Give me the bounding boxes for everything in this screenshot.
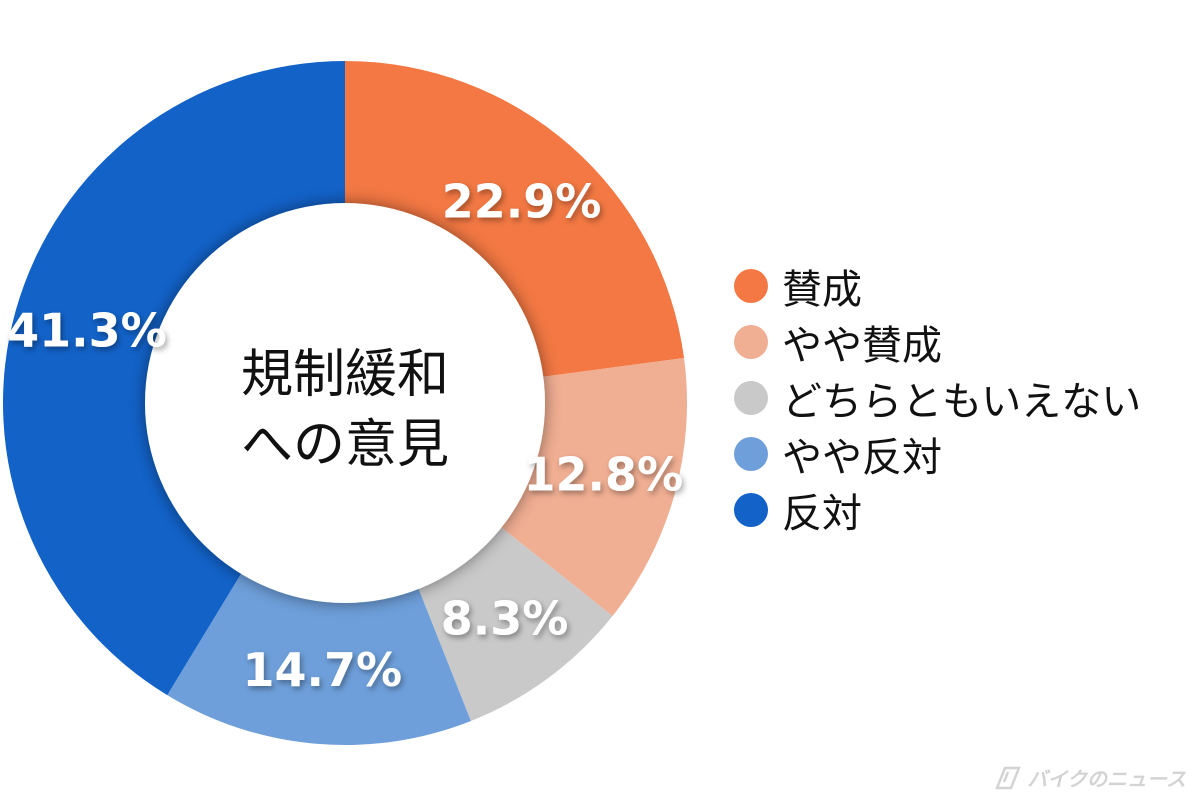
slice-value-label-5: 41.3% — [7, 304, 167, 358]
legend-item: どちらともいえない — [734, 370, 1141, 426]
legend-swatch — [734, 493, 768, 527]
donut-slice-2 — [499, 358, 688, 616]
donut-slices — [3, 61, 688, 746]
site-logo: バイクのニュース — [993, 763, 1186, 792]
donut-hole — [145, 203, 545, 603]
legend-item: 反対 — [734, 482, 1141, 538]
slice-value-label-3: 8.3% — [441, 591, 569, 645]
chart-title-line-1: 規制緩和 — [241, 345, 449, 405]
legend-label: 賛成 — [782, 267, 862, 313]
legend-swatch — [734, 269, 768, 303]
legend: 賛成 やや賛成 どちらともいえない やや反対 反対 — [734, 258, 1141, 538]
donut-slice-3 — [417, 526, 613, 721]
donut-slice-5 — [3, 61, 345, 696]
legend-label: どちらともいえない — [782, 379, 1142, 425]
slice-value-label-4: 14.7% — [242, 643, 402, 697]
slice-value-label-1: 22.9% — [442, 174, 602, 228]
chart-title-line-2: への意見 — [241, 415, 449, 475]
logo-mark-icon — [995, 766, 1022, 789]
legend-label: 反対 — [782, 491, 862, 537]
legend-swatch — [734, 325, 768, 359]
legend-item: やや反対 — [734, 426, 1141, 482]
legend-item: 賛成 — [734, 258, 1141, 314]
legend-label: やや反対 — [782, 435, 942, 481]
legend-swatch — [734, 437, 768, 471]
legend-swatch — [734, 381, 768, 415]
donut-chart: 規制緩和 への意見 22.9% 12.8% 8.3% 14.7% 41.3% — [3, 61, 688, 746]
slice-value-label-2: 12.8% — [523, 448, 683, 502]
slice-labels: 22.9% 12.8% 8.3% 14.7% 41.3% — [7, 174, 683, 697]
logo-text: バイクのニュース — [1027, 767, 1186, 791]
legend-label: やや賛成 — [782, 323, 942, 369]
legend-item: やや賛成 — [734, 314, 1141, 370]
donut-slice-1 — [345, 61, 685, 377]
donut-slice-4 — [167, 572, 471, 746]
